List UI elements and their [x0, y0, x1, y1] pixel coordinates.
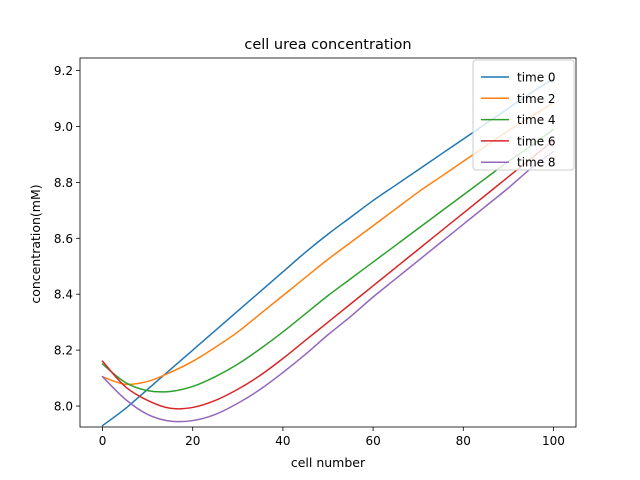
legend-entry-label: time 2: [517, 92, 556, 106]
legend-entry-label: time 6: [517, 134, 556, 148]
x-tick-label: 20: [185, 434, 200, 448]
x-tick-label: 60: [365, 434, 380, 448]
series-line-3: [101, 139, 555, 410]
chart-title: cell urea concentration: [244, 37, 411, 53]
legend: time 0 time 2 time 4 time 6 time 8: [472, 59, 575, 171]
x-tick-label: 80: [456, 434, 471, 448]
x-tick-label: 0: [99, 434, 107, 448]
legend-entry-label: time 8: [517, 156, 556, 170]
y-tick-label: 9.2: [54, 64, 73, 78]
y-tick-label: 8.4: [54, 288, 73, 302]
x-tick-label: 40: [275, 434, 290, 448]
x-tick-label: 100: [542, 434, 565, 448]
legend-entry-label: time 4: [517, 113, 556, 127]
x-axis-label: cell number: [291, 455, 366, 470]
series-line-4: [101, 150, 555, 423]
series-line-2: [101, 128, 555, 393]
axes: 0 20 40 60 80 100 8.0 8.2 8.4 8.6 8.8 9.0 9.2: [54, 57, 577, 448]
axes-frame: [79, 57, 577, 428]
legend-box: [472, 59, 575, 171]
y-tick-label: 9.0: [54, 120, 73, 134]
y-axis-label: concentration(mM): [28, 184, 43, 303]
y-tick-label: 8.6: [54, 232, 73, 246]
y-tick-label: 8.8: [54, 176, 73, 190]
y-tick-label: 8.0: [54, 400, 73, 414]
legend-entry-label: time 0: [517, 71, 556, 85]
y-tick-label: 8.2: [54, 344, 73, 358]
